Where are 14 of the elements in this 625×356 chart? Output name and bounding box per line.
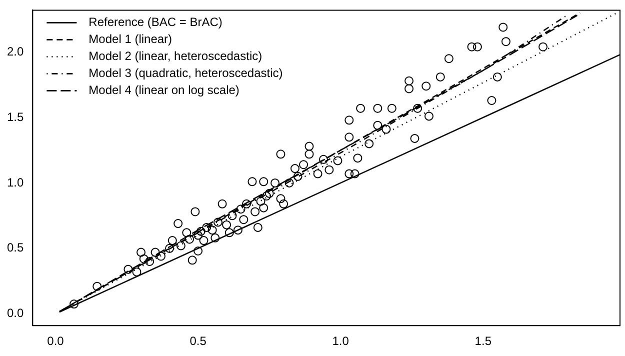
y-tick-label: 2.0: [6, 44, 24, 58]
x-tick-label: 0.5: [190, 334, 207, 348]
legend-label: Reference (BAC = BrAC): [88, 15, 222, 30]
y-tick-label: 0.0: [6, 306, 24, 320]
x-tick-label: 0.0: [47, 334, 64, 348]
legend-label: Model 4 (linear on log scale): [88, 83, 240, 98]
legend-label: Model 1 (linear): [88, 32, 172, 46]
y-tick-label: 1.5: [6, 110, 24, 124]
y-tick-label: 0.5: [6, 240, 24, 255]
x-tick-label: 1.0: [332, 334, 350, 348]
legend-label: Model 2 (linear, heteroscedastic): [88, 49, 262, 64]
y-tick-label: 1.0: [6, 175, 24, 190]
legend-label: Model 3 (quadratic, heteroscedastic): [88, 66, 283, 80]
x-tick-label: 1.5: [474, 334, 492, 348]
